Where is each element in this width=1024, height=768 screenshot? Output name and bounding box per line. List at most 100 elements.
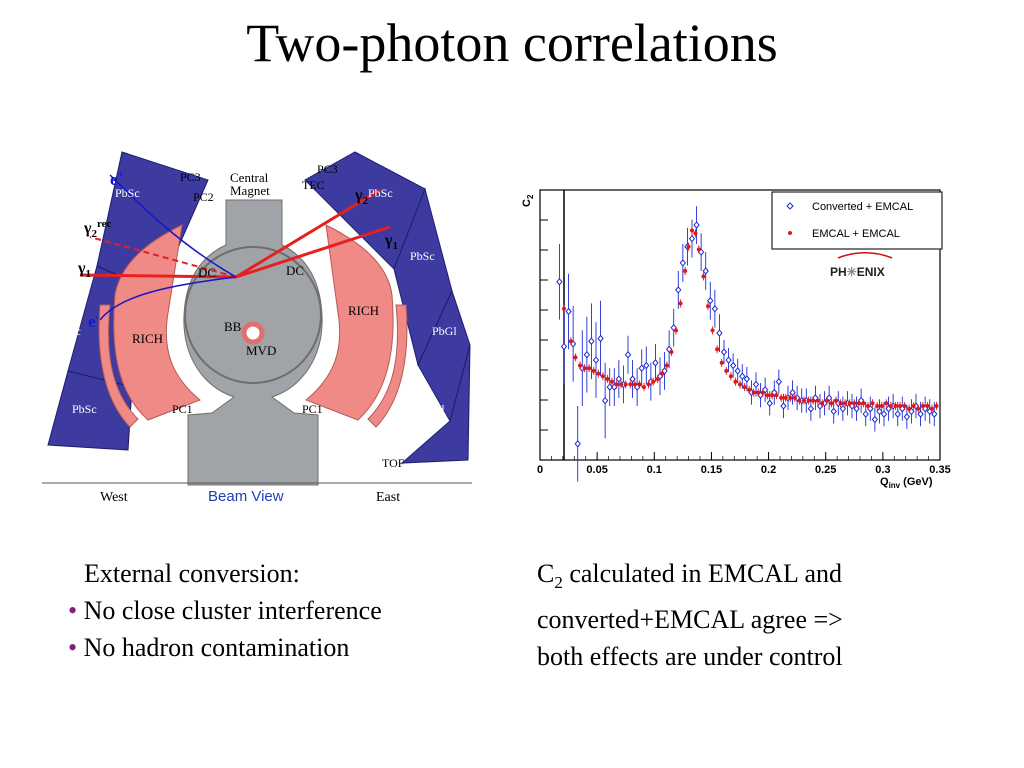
emcal-point	[815, 398, 820, 403]
emcal-point	[605, 377, 610, 381]
plot-frame	[539, 189, 941, 461]
emcal-point	[568, 339, 573, 344]
mvd-ring	[241, 321, 265, 345]
emcal-point	[811, 398, 816, 403]
converted-point	[702, 267, 709, 275]
converted-point	[876, 407, 883, 416]
x-tick-label: 0.05	[586, 464, 607, 476]
emcal-point	[651, 379, 656, 384]
emcal-point	[783, 395, 788, 400]
emcal-point	[765, 393, 770, 398]
left-notes: External conversion: • No close cluster …	[68, 555, 382, 666]
electron-track	[109, 174, 237, 278]
emcal-point	[792, 395, 797, 400]
label-pc3-east: PC3	[317, 162, 338, 176]
emcal-point	[866, 404, 870, 408]
label-gamma2-east: γ2	[354, 187, 368, 207]
converted-point	[839, 404, 847, 413]
emcal-point	[669, 350, 674, 354]
emcal-point	[852, 401, 857, 406]
emcal-point	[683, 269, 688, 273]
bullet-text-1: No close cluster interference	[83, 596, 382, 625]
emcal-point	[614, 382, 619, 387]
legend-dot-marker	[788, 231, 792, 235]
emcal-point	[562, 306, 566, 311]
emcal-point	[655, 377, 660, 381]
label-rich-west: RICH	[132, 331, 163, 346]
gamma2-rec-track	[89, 236, 237, 278]
label-tec: TEC	[302, 178, 325, 192]
emcal-point	[760, 390, 765, 395]
east-emcal-arm	[304, 151, 471, 464]
converted-point	[574, 440, 581, 448]
x-ticks: 0 0.05 0.1 0.15 0.2 0.25 0.3 0.35	[537, 452, 951, 476]
emcal-point	[907, 406, 912, 411]
y-axis-label: C2	[521, 194, 535, 207]
converted-point	[592, 356, 600, 364]
emcal-point	[934, 404, 939, 408]
label-pbsc-w3: PbSc	[56, 324, 81, 338]
emcal-point	[690, 228, 694, 233]
gamma1-track-east	[235, 225, 391, 279]
label-dc-east: DC	[286, 263, 304, 278]
converted-point	[583, 350, 591, 359]
slide-title: Two-photon correlations	[246, 13, 778, 73]
remark-line-1: C2 calculated in EMCAL and	[537, 555, 843, 601]
emcal-point	[856, 401, 861, 406]
x-tick-label: 0.2	[761, 464, 776, 476]
converted-point	[652, 359, 659, 367]
phenix-logo-swoosh	[837, 252, 893, 259]
gamma2-track-east	[235, 188, 381, 279]
label-pc3-west: PC3	[180, 170, 201, 184]
converted-point	[565, 307, 572, 316]
bullet-dot-icon: •	[68, 633, 84, 662]
legend-box	[771, 191, 943, 250]
emcal-point	[893, 404, 898, 408]
emcal-point	[898, 404, 902, 408]
emcal-point	[756, 390, 761, 395]
label-gamma2-rec: γ2rec	[83, 218, 112, 240]
emcal-point	[820, 401, 825, 406]
label-bb: BB	[224, 319, 242, 334]
label-pc1-west: PC1	[172, 402, 193, 416]
x-tick-label: 0.1	[647, 464, 662, 476]
label-pbsc-e1: PbSc	[368, 186, 393, 200]
label-magnet-2: Magnet	[230, 183, 270, 198]
emcal-point	[632, 382, 637, 387]
label-east: East	[376, 490, 400, 505]
converted-point	[780, 402, 787, 410]
emcal-point	[686, 244, 691, 249]
emcal-point	[925, 404, 930, 408]
label-e-minus: e-	[88, 311, 100, 331]
emcal-point	[642, 385, 646, 390]
x-tick-label: 0	[537, 464, 543, 476]
emcal-point	[678, 301, 683, 306]
converted-point	[615, 375, 623, 383]
emcal-point	[879, 404, 884, 408]
label-beam-view: Beam View	[208, 488, 284, 505]
converted-point	[789, 388, 796, 397]
emcal-point	[779, 395, 784, 400]
legend-diamond-marker	[786, 202, 794, 210]
emcal-point	[870, 401, 875, 406]
emcal-point	[747, 387, 752, 392]
emcal-point	[916, 406, 921, 411]
emcal-point	[902, 404, 907, 408]
converted-point	[752, 380, 760, 389]
converted-point	[734, 367, 741, 375]
emcal-point	[619, 382, 624, 387]
emcal-point	[646, 382, 651, 387]
converted-point	[624, 350, 632, 359]
photon-tracks	[79, 174, 391, 321]
legend-item-converted: Converted + EMCAL	[812, 201, 913, 213]
converted-point	[597, 334, 604, 343]
converted-point	[775, 377, 783, 386]
bullet-text-2: No hadron contamination	[83, 633, 350, 662]
converted-point	[931, 410, 938, 418]
emcal-point	[911, 404, 916, 408]
bullet-item-1: • No close cluster interference	[68, 592, 382, 629]
label-gamma1-west: γ1	[77, 260, 91, 280]
label-pc1-east: PC1	[302, 402, 323, 416]
emcal-point	[861, 401, 866, 406]
label-pbsc-w1: PbSc	[115, 186, 140, 200]
